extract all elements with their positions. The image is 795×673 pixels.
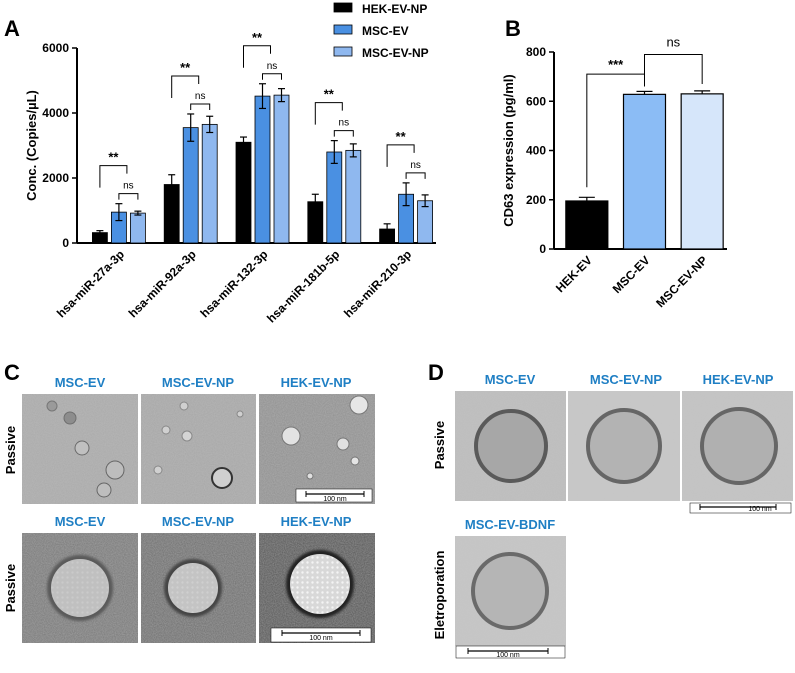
panel-d-side-label-bottom: Eletroporation: [432, 551, 447, 640]
chart-b: 0 200 400 600 800 CD63 expression (pg/ml) HEK-…: [501, 34, 727, 310]
tem-image-msc-ev: [22, 394, 138, 504]
y-tick-label-b: 800: [526, 45, 546, 59]
bar-b: [565, 200, 609, 250]
panel-c-scale-top-label: 100 nm: [323, 496, 347, 503]
sig-bracket-ns-a: [333, 130, 354, 137]
sig-bracket-a: [243, 45, 271, 68]
sig-bracket-ns-a: [118, 193, 139, 200]
y-tick-label-b: 0: [539, 242, 546, 256]
y-tick-label-b: 400: [526, 144, 546, 158]
panel-d-title-2: MSC-EV-NP: [590, 372, 663, 387]
tem-image-hek-ev-np: 100 nm: [259, 394, 375, 504]
panel-d-scale-top-label: 100 nm: [748, 506, 772, 513]
panel-d-title-1: MSC-EV: [485, 372, 536, 387]
bar-a: [235, 141, 252, 244]
bar-a: [201, 123, 218, 244]
sig-label-ns-a: ns: [267, 61, 278, 72]
tem-zoom-hek-ev-np: 100 nm: [259, 533, 375, 643]
panel-d: MSC-EV MSC-EV-NP HEK-EV-NP Passive 100 n…: [432, 372, 793, 659]
tem-zoom-msc-ev-np: [141, 533, 256, 643]
sig-bracket-ns-a: [262, 73, 282, 80]
panel-d-title-3: HEK-EV-NP: [703, 372, 774, 387]
x-tick-label-a: hsa-miR-132-3p: [198, 247, 271, 320]
sig-label-ns-a: ns: [195, 91, 206, 102]
legend-swatch-a: [333, 24, 353, 35]
legend-label-a: MSC-EV-NP: [362, 46, 429, 60]
panel-c-title-2: MSC-EV-NP: [162, 375, 235, 390]
sig-bracket-ns-a: [405, 172, 426, 179]
bar-a: [182, 127, 199, 244]
bar-a: [129, 212, 146, 244]
legend-swatch-a: [333, 2, 353, 13]
panel-c-title-6: HEK-EV-NP: [281, 514, 352, 529]
cryo-image-msc-ev-bdnf: 100 nm: [455, 536, 566, 659]
sig-bracket-a: [171, 75, 200, 98]
sig-bracket-a: [99, 165, 128, 188]
y-tick-label-a: 4000: [42, 106, 69, 120]
panel-d-side-label-top: Passive: [432, 421, 447, 469]
sig-bracket-a: [314, 102, 343, 125]
panel-c-title-3: HEK-EV-NP: [281, 375, 352, 390]
sig-label-a: **: [396, 129, 407, 144]
sig-label-a: **: [252, 30, 263, 45]
sig-label-ns-a: ns: [123, 181, 134, 192]
x-tick-label-a: hsa-miR-210-3p: [341, 247, 414, 320]
panel-d-title-4: MSC-EV-BDNF: [465, 517, 555, 532]
x-tick-label-a: hsa-miR-27a-3p: [54, 247, 127, 320]
sig-label-b-1: ***: [608, 57, 624, 72]
sig-bracket-b-2: [644, 53, 703, 85]
sig-label-a: **: [324, 87, 335, 102]
cryo-image-msc-ev-np: [568, 391, 680, 501]
bar-a: [326, 151, 343, 244]
legend-label-a: MSC-EV: [362, 24, 409, 38]
x-tick-label-b: MSC-EV: [610, 253, 653, 296]
x-tick-label-a: hsa-miR-181b-5p: [264, 247, 342, 325]
panel-label-b: B: [505, 16, 521, 41]
bar-b: [622, 93, 667, 250]
panel-c-title-4: MSC-EV: [55, 514, 106, 529]
panel-label-d: D: [428, 360, 444, 385]
y-tick-label-b: 200: [526, 193, 546, 207]
chart-a: 0 2000 4000 6000 Conc. (Copies/µL) hsa-miR-27…: [24, 2, 436, 326]
sig-label-ns-a: ns: [410, 160, 421, 171]
x-tick-label-b: MSC-EV-NP: [653, 253, 710, 310]
y-tick-label-b: 600: [526, 94, 546, 108]
bar-a: [345, 149, 362, 244]
legend-swatch-a: [333, 46, 353, 57]
x-tick-label-b: HEK-EV: [553, 253, 595, 295]
panel-c-title-1: MSC-EV: [55, 375, 106, 390]
tem-zoom-msc-ev: [22, 533, 138, 643]
sig-label-a: **: [180, 60, 191, 75]
panel-c-side-label-bottom: Passive: [3, 564, 18, 612]
panel-d-scale-bottom-label: 100 nm: [496, 652, 520, 659]
bar-a: [273, 94, 290, 244]
panel-c-title-5: MSC-EV-NP: [162, 514, 235, 529]
panel-c: MSC-EV MSC-EV-NP HEK-EV-NP Passive: [3, 375, 375, 643]
y-tick-label-a: 0: [62, 236, 69, 250]
panel-label-a: A: [4, 16, 20, 41]
legend-label-a: HEK-EV-NP: [362, 2, 427, 16]
panel-c-scale-bottom-label: 100 nm: [309, 635, 333, 642]
bar-b: [680, 93, 724, 250]
panel-label-c: C: [4, 360, 20, 385]
bar-a: [254, 95, 271, 244]
panel-c-side-label-top: Passive: [3, 426, 18, 474]
y-axis-title-a: Conc. (Copies/µL): [24, 90, 39, 201]
tem-image-msc-ev-np: [141, 394, 256, 504]
x-tick-label-a: hsa-miR-92a-3p: [126, 247, 199, 320]
sig-bracket-ns-a: [190, 103, 211, 110]
y-axis-title-b: CD63 expression (pg/ml): [501, 74, 516, 226]
sig-label-b-2: ns: [666, 34, 680, 49]
cryo-image-hek-ev-np: 100 nm: [682, 391, 793, 514]
sig-label-a: **: [108, 150, 119, 165]
sig-label-ns-a: ns: [339, 118, 350, 129]
y-tick-label-a: 2000: [42, 171, 69, 185]
y-tick-label-a: 6000: [42, 41, 69, 55]
sig-bracket-a: [386, 144, 415, 167]
cryo-image-msc-ev: [455, 391, 566, 501]
